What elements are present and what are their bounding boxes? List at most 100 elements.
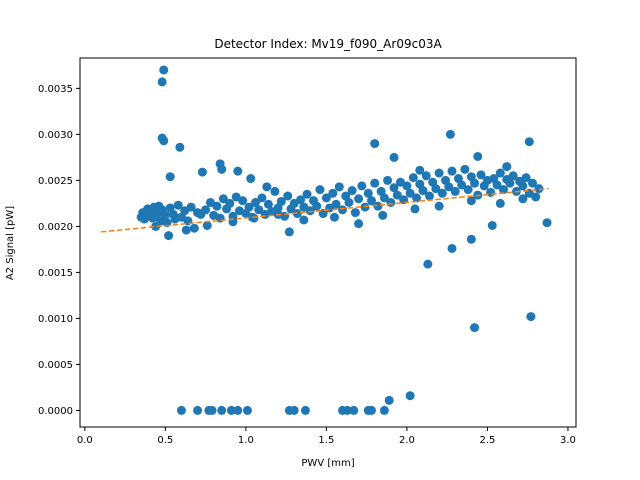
data-point — [476, 170, 486, 180]
data-point — [405, 391, 415, 401]
data-point — [337, 205, 347, 215]
data-point — [257, 193, 267, 203]
x-tick-label: 0.5 — [157, 435, 173, 446]
data-point — [366, 196, 376, 206]
data-point — [189, 223, 199, 233]
data-point — [370, 178, 380, 188]
data-point — [447, 166, 457, 176]
data-point — [201, 205, 211, 215]
x-tick-label: 3.0 — [560, 435, 576, 446]
data-point — [378, 210, 388, 220]
y-axis: 0.0000 0.0005 0.0010 0.0015 0.0020 0.0025 0.00… — [38, 84, 80, 417]
data-point — [521, 173, 531, 183]
data-point — [160, 210, 170, 220]
data-point — [524, 137, 534, 147]
data-point — [299, 215, 309, 225]
data-point — [444, 182, 454, 192]
data-point — [283, 191, 293, 201]
y-tick-label: 0.0035 — [38, 84, 73, 95]
y-tick-label: 0.0030 — [38, 130, 73, 141]
data-point — [528, 178, 538, 188]
plot-area — [100, 65, 552, 415]
data-point — [254, 205, 264, 215]
data-point — [151, 221, 161, 231]
plot-frame — [79, 57, 577, 428]
data-point — [218, 194, 228, 204]
data-point — [242, 405, 252, 415]
data-point — [207, 405, 217, 415]
data-point — [389, 152, 399, 162]
data-point — [424, 191, 434, 201]
data-point — [233, 166, 243, 176]
data-point — [329, 212, 339, 222]
data-point — [363, 188, 373, 198]
data-point — [421, 171, 431, 181]
data-point — [526, 312, 536, 322]
x-tick-label: 1.5 — [318, 435, 334, 446]
data-point — [226, 405, 236, 415]
data-point — [502, 162, 512, 172]
x-tick-label: 1.0 — [238, 435, 254, 446]
data-point — [342, 405, 352, 415]
data-point — [499, 185, 509, 195]
data-point — [249, 213, 259, 223]
x-tick-label: 2.5 — [479, 435, 495, 446]
data-point — [486, 187, 496, 197]
data-point — [379, 193, 389, 203]
data-point — [262, 182, 272, 192]
data-point — [296, 195, 306, 205]
data-point — [217, 164, 227, 174]
data-point — [447, 243, 457, 253]
data-point — [531, 192, 541, 202]
data-point — [492, 180, 502, 190]
data-point — [276, 197, 286, 207]
data-point — [384, 395, 394, 405]
data-point — [473, 151, 483, 161]
data-point — [157, 77, 167, 87]
data-point — [193, 405, 203, 415]
data-point — [357, 181, 367, 191]
data-point — [305, 206, 315, 216]
data-point — [159, 65, 169, 75]
x-tick-label: 2.0 — [399, 435, 415, 446]
fit-line — [100, 187, 549, 233]
data-point — [518, 181, 528, 191]
data-point — [460, 164, 470, 174]
y-tick-label: 0.0020 — [38, 222, 73, 233]
data-point — [495, 198, 505, 208]
data-point — [518, 194, 528, 204]
data-point — [445, 129, 455, 139]
data-point — [312, 201, 322, 211]
data-point — [334, 182, 344, 192]
data-point — [176, 405, 186, 415]
x-axis-label: PWV [mm] — [301, 458, 354, 469]
data-point — [354, 194, 364, 204]
data-point — [263, 199, 273, 209]
data-point — [379, 405, 389, 415]
fit-line-layer — [100, 187, 549, 233]
data-point — [405, 188, 415, 198]
y-tick-label: 0.0005 — [38, 360, 73, 371]
data-point — [181, 225, 191, 235]
data-point — [418, 186, 428, 196]
data-point — [300, 405, 310, 415]
data-point — [450, 186, 460, 196]
x-tick-label: 0.0 — [77, 435, 93, 446]
data-point — [225, 198, 235, 208]
data-points — [136, 65, 552, 415]
data-point — [284, 227, 294, 237]
data-point — [434, 201, 444, 211]
data-point — [423, 259, 433, 269]
data-point — [542, 218, 552, 228]
data-point — [437, 188, 447, 198]
data-point — [470, 178, 480, 188]
data-point — [233, 405, 243, 415]
data-point — [466, 196, 476, 206]
data-point — [321, 193, 331, 203]
y-tick-label: 0.0010 — [38, 314, 73, 325]
data-point — [238, 196, 248, 206]
data-point — [495, 168, 505, 178]
data-point — [354, 219, 364, 229]
x-axis: 0.0 0.5 1.0 1.5 2.0 2.5 3.0 — [77, 427, 576, 446]
